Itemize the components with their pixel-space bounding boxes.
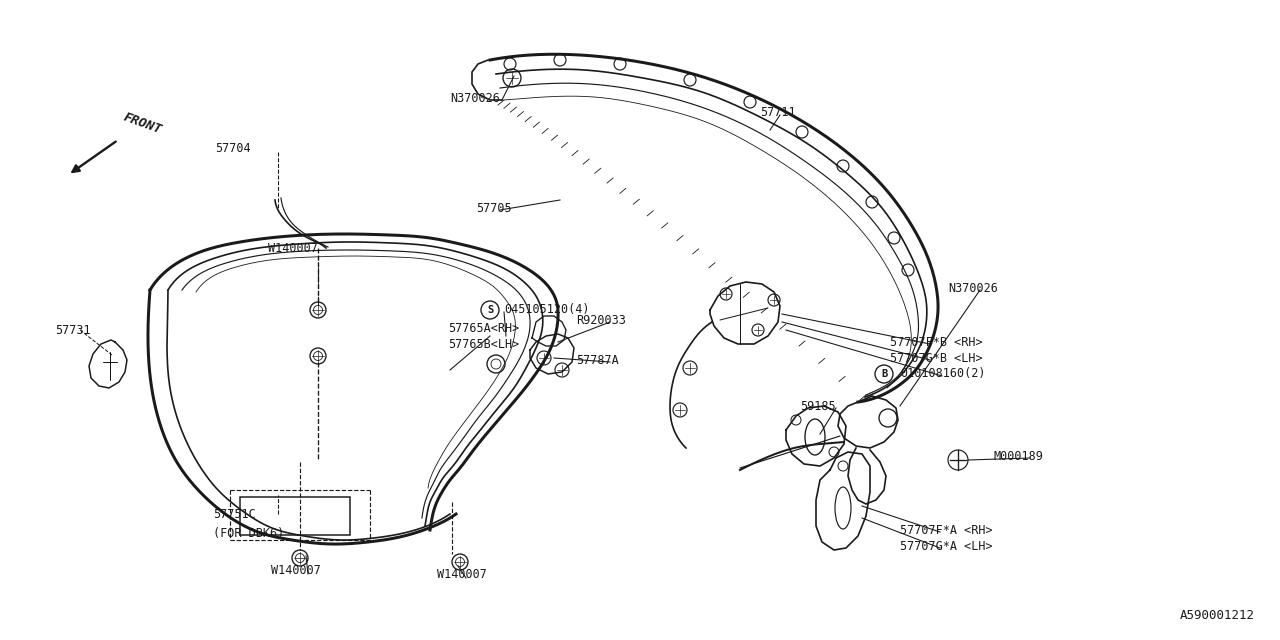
Text: 57707G*A <LH>: 57707G*A <LH> [900, 540, 992, 552]
Text: 57704: 57704 [215, 141, 251, 154]
Text: W140007: W140007 [436, 568, 486, 582]
Text: (FOR DBK6): (FOR DBK6) [212, 527, 284, 540]
Text: 045105120(4): 045105120(4) [504, 303, 590, 317]
Text: 57711: 57711 [760, 106, 796, 118]
Text: 57751C: 57751C [212, 509, 256, 522]
Text: 010108160(2): 010108160(2) [900, 367, 986, 381]
Text: N370026: N370026 [451, 92, 500, 104]
Text: B: B [881, 369, 887, 379]
Bar [241, 497, 349, 535]
Text: S: S [486, 305, 493, 315]
Text: FRONT: FRONT [122, 110, 164, 136]
Text: W140007: W140007 [271, 563, 321, 577]
Ellipse shape [805, 419, 826, 455]
Text: 59185: 59185 [800, 399, 836, 413]
Text: 57707F*B <RH>: 57707F*B <RH> [890, 335, 983, 349]
Text: 57705: 57705 [476, 202, 512, 214]
Text: 57707F*A <RH>: 57707F*A <RH> [900, 524, 992, 536]
Text: R920033: R920033 [576, 314, 626, 326]
Text: A590001212: A590001212 [1180, 609, 1254, 622]
Text: N370026: N370026 [948, 282, 998, 294]
Ellipse shape [835, 487, 851, 529]
Text: 57707G*B <LH>: 57707G*B <LH> [890, 351, 983, 365]
Text: 57787A: 57787A [576, 353, 618, 367]
Text: 57731: 57731 [55, 323, 91, 337]
Text: M000189: M000189 [995, 449, 1044, 463]
Text: 57765B<LH>: 57765B<LH> [448, 337, 520, 351]
Text: 57765A<RH>: 57765A<RH> [448, 321, 520, 335]
Text: W140007: W140007 [268, 241, 317, 255]
